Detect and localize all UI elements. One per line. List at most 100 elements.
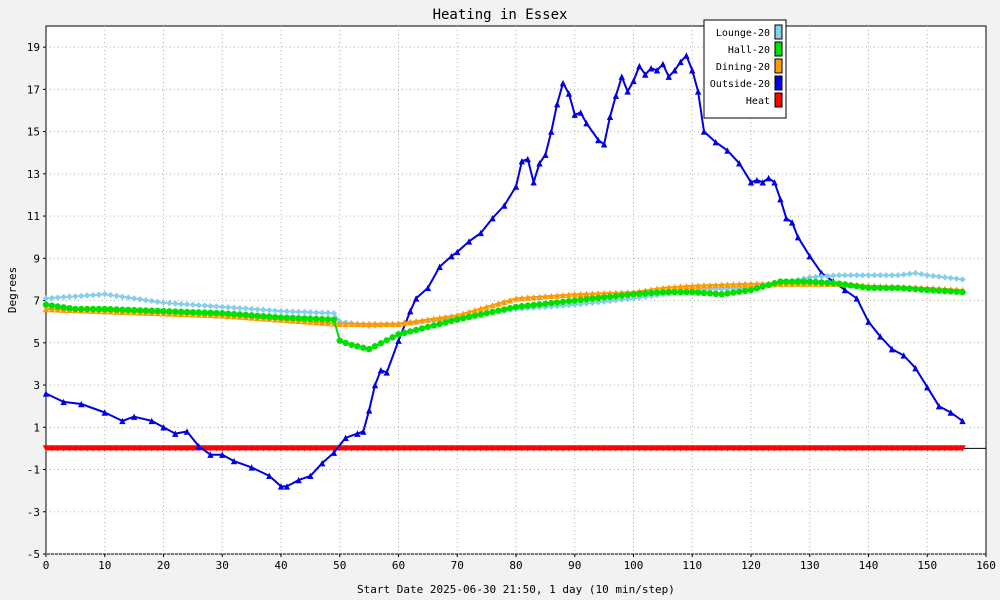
outside-20-point bbox=[354, 430, 361, 437]
lounge-20-point bbox=[236, 304, 244, 312]
lounge-20-point bbox=[54, 294, 61, 301]
heat-point bbox=[183, 445, 191, 452]
dining-20-point bbox=[448, 312, 455, 320]
hall-20-point bbox=[295, 314, 302, 322]
lounge-20-point bbox=[841, 272, 849, 279]
outside-20-point bbox=[759, 179, 766, 186]
outside-20-point bbox=[630, 77, 637, 85]
heat-point bbox=[706, 445, 714, 452]
dining-20-point bbox=[336, 320, 343, 327]
dining-20-point bbox=[506, 296, 514, 304]
dining-20-point bbox=[412, 318, 420, 325]
outside-20-point bbox=[160, 424, 167, 431]
dining-20-point bbox=[753, 280, 761, 287]
dining-20-point bbox=[313, 318, 320, 326]
hall-20-point bbox=[395, 331, 402, 338]
lounge-20-point bbox=[195, 302, 202, 309]
hall-20-point bbox=[219, 310, 226, 317]
dining-20-point bbox=[418, 317, 426, 324]
outside-20-point bbox=[42, 390, 50, 397]
heat-point bbox=[888, 445, 896, 452]
outside-20-point bbox=[371, 381, 379, 389]
outside-20-point bbox=[330, 449, 338, 456]
hall-20-point bbox=[671, 288, 678, 296]
heat-point bbox=[783, 445, 790, 452]
outside-20-point bbox=[489, 214, 496, 222]
heat-point bbox=[177, 445, 185, 452]
lounge-20-point bbox=[900, 271, 907, 278]
hall-20-point bbox=[224, 310, 232, 317]
heat-point bbox=[600, 445, 608, 452]
heat-point bbox=[330, 445, 338, 452]
hall-20-point bbox=[307, 315, 314, 322]
lounge-20-point bbox=[66, 293, 73, 300]
heat-point bbox=[536, 445, 543, 452]
heat-point bbox=[730, 445, 737, 452]
lounge-20-point bbox=[271, 307, 279, 314]
lounge-20-point bbox=[95, 291, 103, 298]
hall-20-point bbox=[630, 291, 637, 298]
lounge-20-point bbox=[824, 272, 831, 280]
outside-20-point bbox=[788, 219, 796, 226]
hall-20-point bbox=[130, 306, 138, 314]
outside-20-point bbox=[747, 179, 755, 186]
heat-point bbox=[871, 445, 878, 452]
outside-20-point bbox=[318, 459, 326, 467]
hall-20-point bbox=[718, 291, 725, 298]
hall-20-point bbox=[172, 308, 179, 315]
heat-point bbox=[818, 445, 825, 452]
heat-point bbox=[224, 445, 232, 452]
dining-20-point bbox=[518, 294, 526, 302]
outside-20-point bbox=[595, 136, 602, 144]
hall-20-point bbox=[66, 304, 73, 312]
lounge-20-point bbox=[113, 292, 120, 300]
outside-20-point bbox=[78, 400, 85, 408]
outside-20-point bbox=[818, 269, 825, 277]
lounge-20-point bbox=[295, 308, 302, 316]
outside-20-point bbox=[172, 430, 179, 437]
hall-20-point bbox=[95, 305, 103, 313]
heat-point bbox=[718, 445, 725, 452]
hall-20-point bbox=[771, 280, 778, 287]
dining-20-point bbox=[583, 290, 590, 298]
hall-20-point bbox=[530, 301, 537, 309]
hall-20-point bbox=[606, 293, 614, 300]
heat-point bbox=[166, 445, 173, 452]
y-tick-label: 13 bbox=[27, 168, 40, 181]
heat-point bbox=[653, 445, 661, 452]
outside-20-point bbox=[571, 111, 578, 118]
lounge-20-point bbox=[330, 310, 338, 317]
hall-20-point bbox=[542, 300, 549, 307]
outside-20-point bbox=[559, 79, 567, 87]
dining-20-point bbox=[571, 291, 578, 298]
hall-20-point bbox=[60, 304, 67, 311]
heat-point bbox=[160, 445, 167, 452]
hall-20-point bbox=[694, 289, 702, 296]
outside-20-point bbox=[935, 402, 943, 410]
outside-20-point bbox=[207, 451, 214, 458]
dining-20-point bbox=[42, 305, 50, 313]
hall-20-point bbox=[659, 288, 667, 296]
hall-20-point bbox=[271, 313, 279, 321]
heat-point bbox=[771, 445, 778, 452]
lounge-20-point bbox=[254, 306, 261, 313]
heat-point bbox=[66, 445, 73, 452]
hall-20-point bbox=[683, 288, 690, 296]
hall-20-point bbox=[289, 314, 296, 322]
heat-point bbox=[207, 445, 214, 452]
outside-20-point bbox=[736, 160, 743, 167]
heat-point bbox=[853, 445, 860, 452]
lounge-20-point bbox=[72, 293, 79, 300]
heat-point bbox=[495, 445, 502, 452]
hall-20-point bbox=[78, 305, 85, 313]
lounge-20-point bbox=[830, 272, 837, 279]
hall-20-point bbox=[83, 305, 91, 313]
x-tick-label: 20 bbox=[157, 559, 170, 572]
heat-point bbox=[489, 445, 496, 452]
hall-20-point bbox=[436, 320, 443, 328]
heat-point bbox=[595, 445, 602, 452]
dining-20-point bbox=[377, 320, 385, 327]
outside-20-point bbox=[377, 367, 385, 374]
lounge-20-point bbox=[242, 305, 249, 312]
